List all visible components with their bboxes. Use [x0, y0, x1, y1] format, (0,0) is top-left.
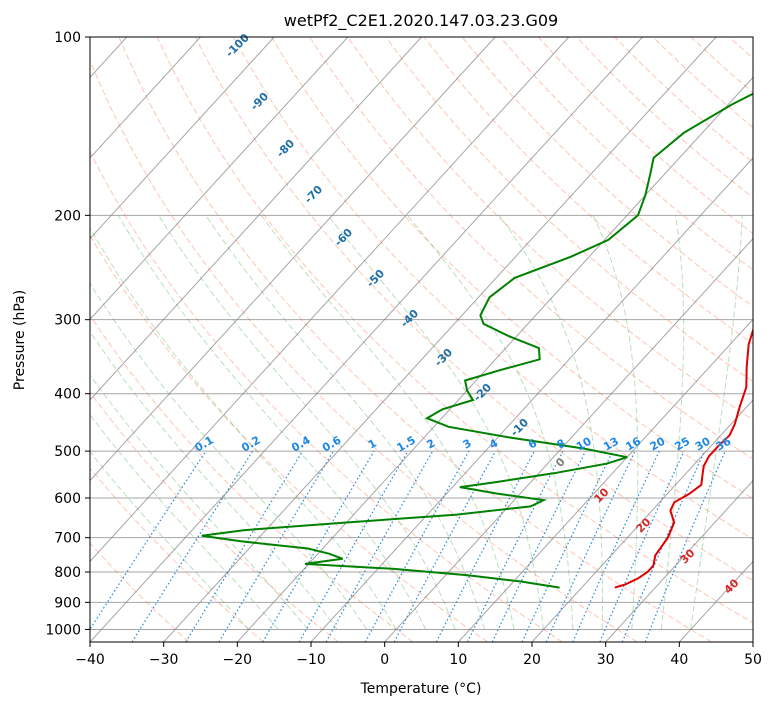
- mixing-ratio-line: [90, 450, 207, 631]
- x-tick-label: 0: [380, 652, 389, 668]
- y-tick-label: 700: [54, 531, 81, 547]
- isotherm-line: [531, 399, 753, 642]
- x-axis-label: Temperature (°C): [360, 681, 482, 697]
- y-tick-label: 100: [54, 30, 81, 46]
- isotherm-line: [90, 37, 275, 240]
- isotherm-line: [90, 37, 422, 401]
- isotherm-line: [605, 479, 753, 642]
- profile-lines: [201, 92, 753, 589]
- isotherm-line: [90, 37, 349, 321]
- y-tick-label: 600: [54, 491, 81, 507]
- isotherm-line: [90, 37, 643, 642]
- dry-adiabat-line: [90, 467, 264, 642]
- temperature-profile-line: [614, 327, 753, 589]
- y-tick-label: 1000: [45, 622, 81, 638]
- moist-adiabat-line: [90, 451, 250, 630]
- mixing-ratio-line: [621, 450, 706, 642]
- chart-title: wetPf2_C2E1.2020.147.03.23.G09: [284, 11, 558, 31]
- axis-ticks: −40 −30 −20 −10 0 10 20 30 40 50 100 200 300 400 500 60…: [45, 30, 762, 668]
- isotherm-line: [384, 237, 753, 642]
- mixing-ratio-line: [393, 450, 497, 642]
- mixing-ratio-line: [364, 450, 470, 642]
- x-tick-label: 20: [523, 652, 541, 668]
- isotherm-line: [310, 157, 753, 642]
- moist-adiabat-line: [690, 215, 743, 630]
- background-lines: [90, 37, 753, 642]
- y-tick-label: 500: [54, 444, 81, 460]
- dry-adiabat-line: [90, 59, 638, 642]
- dry-adiabat-line: [156, 37, 753, 624]
- dry-adiabat-line: [232, 37, 753, 540]
- moist-adiabat-line: [90, 413, 279, 630]
- mixing-ratio-line: [185, 450, 304, 642]
- dewpoint-profile-line: [201, 92, 753, 589]
- y-tick-label: 400: [54, 387, 81, 403]
- isotherm-line: [90, 37, 570, 563]
- moist-adiabat-line: [407, 214, 574, 630]
- isotherm-line: [457, 318, 753, 642]
- isotherm-line: [163, 37, 717, 642]
- mixing-ratio-line: [325, 450, 434, 642]
- isotherm-line: [90, 37, 201, 159]
- moist-adiabat-line: [327, 214, 544, 630]
- dry-adiabat-line: [347, 37, 753, 421]
- plot-frame: [89, 36, 754, 643]
- moist-adiabat-line: [90, 282, 368, 630]
- mixing-ratio-line: [131, 450, 254, 642]
- mixing-ratio-line: [572, 450, 660, 642]
- dry-adiabat-line: [194, 37, 753, 582]
- dry-adiabat-line: [271, 37, 753, 500]
- dry-adiabat-line: [90, 234, 488, 642]
- isotherm-line: [90, 37, 496, 482]
- moist-adiabat-line: [158, 215, 456, 630]
- mixing-ratio-line: [599, 450, 685, 642]
- isotherm-line: [236, 76, 753, 642]
- mixing-ratio-line: [466, 450, 564, 642]
- x-tick-label: 10: [449, 652, 467, 668]
- y-tick-label: 800: [54, 565, 81, 581]
- dry-adiabat-line: [90, 150, 563, 642]
- x-tick-label: −30: [149, 652, 179, 668]
- x-tick-label: 50: [744, 652, 762, 668]
- y-tick-label: 300: [54, 313, 81, 329]
- dry-adiabat-line: [461, 37, 753, 308]
- y-tick-label: 900: [54, 595, 81, 611]
- x-tick-label: −20: [223, 652, 253, 668]
- y-tick-label: 200: [54, 208, 81, 224]
- moist-adiabat-line: [205, 215, 485, 630]
- y-axis-label: Pressure (hPa): [12, 290, 28, 390]
- dry-adiabat-line: [385, 37, 753, 383]
- mixing-ratio-line: [491, 450, 587, 642]
- x-tick-label: 40: [670, 652, 688, 668]
- x-tick-label: −10: [296, 652, 326, 668]
- x-tick-label: −40: [75, 652, 105, 668]
- x-tick-label: 30: [597, 652, 615, 668]
